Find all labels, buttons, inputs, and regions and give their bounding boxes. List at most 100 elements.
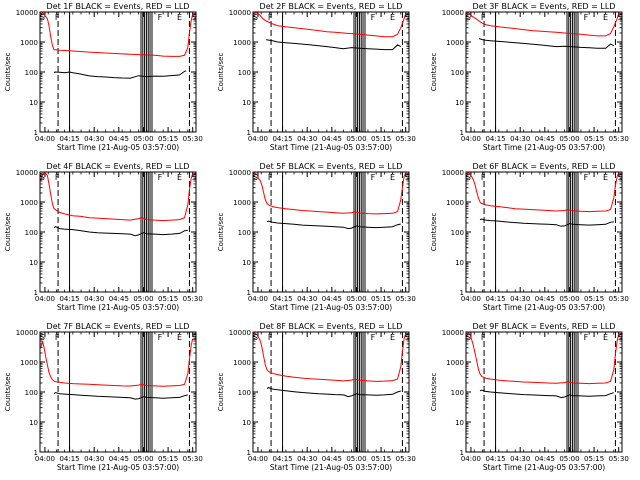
y-tick-label: 10000 (229, 9, 251, 17)
x-tick-label: 04:30 (84, 135, 104, 143)
marker-label: F (55, 333, 60, 342)
x-tick-label: 04:15 (59, 455, 79, 463)
series-line-lld (466, 332, 620, 385)
x-tick-label: 05:30 (183, 455, 203, 463)
y-tick-label: 1 (460, 129, 464, 137)
marker-label: E (603, 173, 608, 182)
x-tick-label: 05:00 (346, 135, 366, 143)
x-tick-label: 05:00 (133, 135, 153, 143)
y-tick-label: 10 (455, 259, 464, 267)
x-tick-label: 05:30 (396, 135, 416, 143)
x-tick-label: 04:15 (272, 295, 292, 303)
y-tick-label: 10 (455, 419, 464, 427)
y-tick-label: 100 (25, 389, 38, 397)
y-tick-label: 10 (29, 259, 38, 267)
x-tick-label: 05:30 (609, 295, 629, 303)
x-tick-label: 04:15 (485, 455, 505, 463)
x-tick-label: 04:30 (84, 295, 104, 303)
marker-label: E (390, 13, 395, 22)
marker-label: F (584, 13, 589, 22)
x-tick-label: 04:15 (485, 135, 505, 143)
series-line-events (479, 389, 614, 399)
y-tick-label: 10000 (442, 9, 464, 17)
x-tick-label: 05:30 (609, 135, 629, 143)
series-line-lld (253, 332, 407, 382)
marker-label: E (177, 13, 182, 22)
chart-panel-3: Det 3F BLACK = Events, RED = LLD Counts/s… (430, 2, 629, 152)
x-tick-label: 04:45 (535, 295, 555, 303)
y-tick-label: 1 (460, 289, 464, 297)
x-tick-label: 05:00 (559, 135, 579, 143)
chart-panel-9: Det 9F BLACK = Events, RED = LLD Counts/s… (430, 322, 629, 472)
marker-label: S (618, 173, 623, 182)
marker-label: S (405, 13, 410, 22)
y-axis-label: Counts/sec (217, 373, 225, 412)
x-tick-label: 04:45 (109, 455, 129, 463)
y-tick-label: 100 (238, 229, 251, 237)
x-tick-label: 04:15 (59, 135, 79, 143)
chart-title: Det 1F BLACK = Events, RED = LLD (47, 2, 190, 11)
series-line-events (479, 218, 614, 227)
plot-frame (252, 171, 410, 293)
y-tick-label: 10000 (229, 169, 251, 177)
chart-panel-7: Det 7F BLACK = Events, RED = LLD Counts/s… (4, 322, 203, 472)
x-tick-label: 04:30 (510, 135, 530, 143)
marker-label: S (40, 333, 45, 342)
y-tick-label: 10 (242, 419, 251, 427)
marker-label: F (55, 13, 60, 22)
marker-label: F (268, 173, 273, 182)
y-tick-label: 1000 (233, 39, 251, 47)
x-tick-label: 05:30 (609, 455, 629, 463)
y-tick-label: 1000 (446, 199, 464, 207)
x-axis-label: Start Time (21-Aug-05 03:57:00) (57, 463, 179, 472)
y-tick-label: 100 (451, 389, 464, 397)
marker-label: F (371, 13, 376, 22)
x-tick-label: 05:15 (584, 295, 604, 303)
y-tick-label: 1 (460, 449, 464, 457)
chart-panel-4: Det 4F BLACK = Events, RED = LLD Counts/s… (4, 162, 203, 312)
x-tick-label: 05:15 (158, 135, 178, 143)
chart-title: Det 6F BLACK = Events, RED = LLD (473, 162, 616, 171)
x-tick-label: 04:45 (322, 295, 342, 303)
marker-label: S (405, 333, 410, 342)
y-tick-label: 10 (29, 99, 38, 107)
x-tick-label: 04:00 (35, 455, 55, 463)
series-line-lld (466, 12, 620, 37)
y-tick-label: 10000 (16, 9, 38, 17)
chart-title: Det 8F BLACK = Events, RED = LLD (260, 322, 403, 331)
chart-panel-6: Det 6F BLACK = Events, RED = LLD Counts/s… (430, 162, 629, 312)
y-tick-label: 10000 (16, 169, 38, 177)
y-tick-label: 1000 (20, 359, 38, 367)
chart-panel-1: Det 1F BLACK = Events, RED = LLD Counts/s… (4, 2, 203, 152)
x-tick-label: 05:15 (371, 295, 391, 303)
plot-frame (252, 331, 410, 453)
y-axis-label: Counts/sec (217, 53, 225, 92)
x-tick-label: 05:15 (158, 295, 178, 303)
marker-label: F (481, 173, 486, 182)
y-tick-label: 1 (247, 289, 251, 297)
marker-label: E (390, 173, 395, 182)
chart-panel-5: Det 5F BLACK = Events, RED = LLD Counts/s… (217, 162, 416, 312)
chart-title: Det 5F BLACK = Events, RED = LLD (260, 162, 403, 171)
x-tick-label: 04:45 (109, 295, 129, 303)
series-line-lld (466, 172, 620, 213)
x-tick-label: 05:00 (133, 295, 153, 303)
x-tick-label: 04:45 (109, 135, 129, 143)
x-tick-label: 05:15 (158, 455, 178, 463)
y-tick-label: 10000 (16, 329, 38, 337)
x-tick-label: 05:00 (559, 455, 579, 463)
marker-label: F (268, 333, 273, 342)
x-tick-label: 04:45 (322, 135, 342, 143)
marker-label: F (481, 333, 486, 342)
x-axis-label: Start Time (21-Aug-05 03:57:00) (270, 303, 392, 312)
y-axis-label: Counts/sec (430, 373, 438, 412)
marker-label: F (584, 333, 589, 342)
y-tick-label: 1 (34, 449, 38, 457)
y-tick-label: 1000 (20, 39, 38, 47)
marker-label: F (584, 173, 589, 182)
series-line-events (53, 226, 188, 237)
series-line-events (266, 387, 401, 398)
series-line-lld (40, 172, 194, 222)
marker-label: S (192, 333, 197, 342)
marker-label: S (618, 333, 623, 342)
